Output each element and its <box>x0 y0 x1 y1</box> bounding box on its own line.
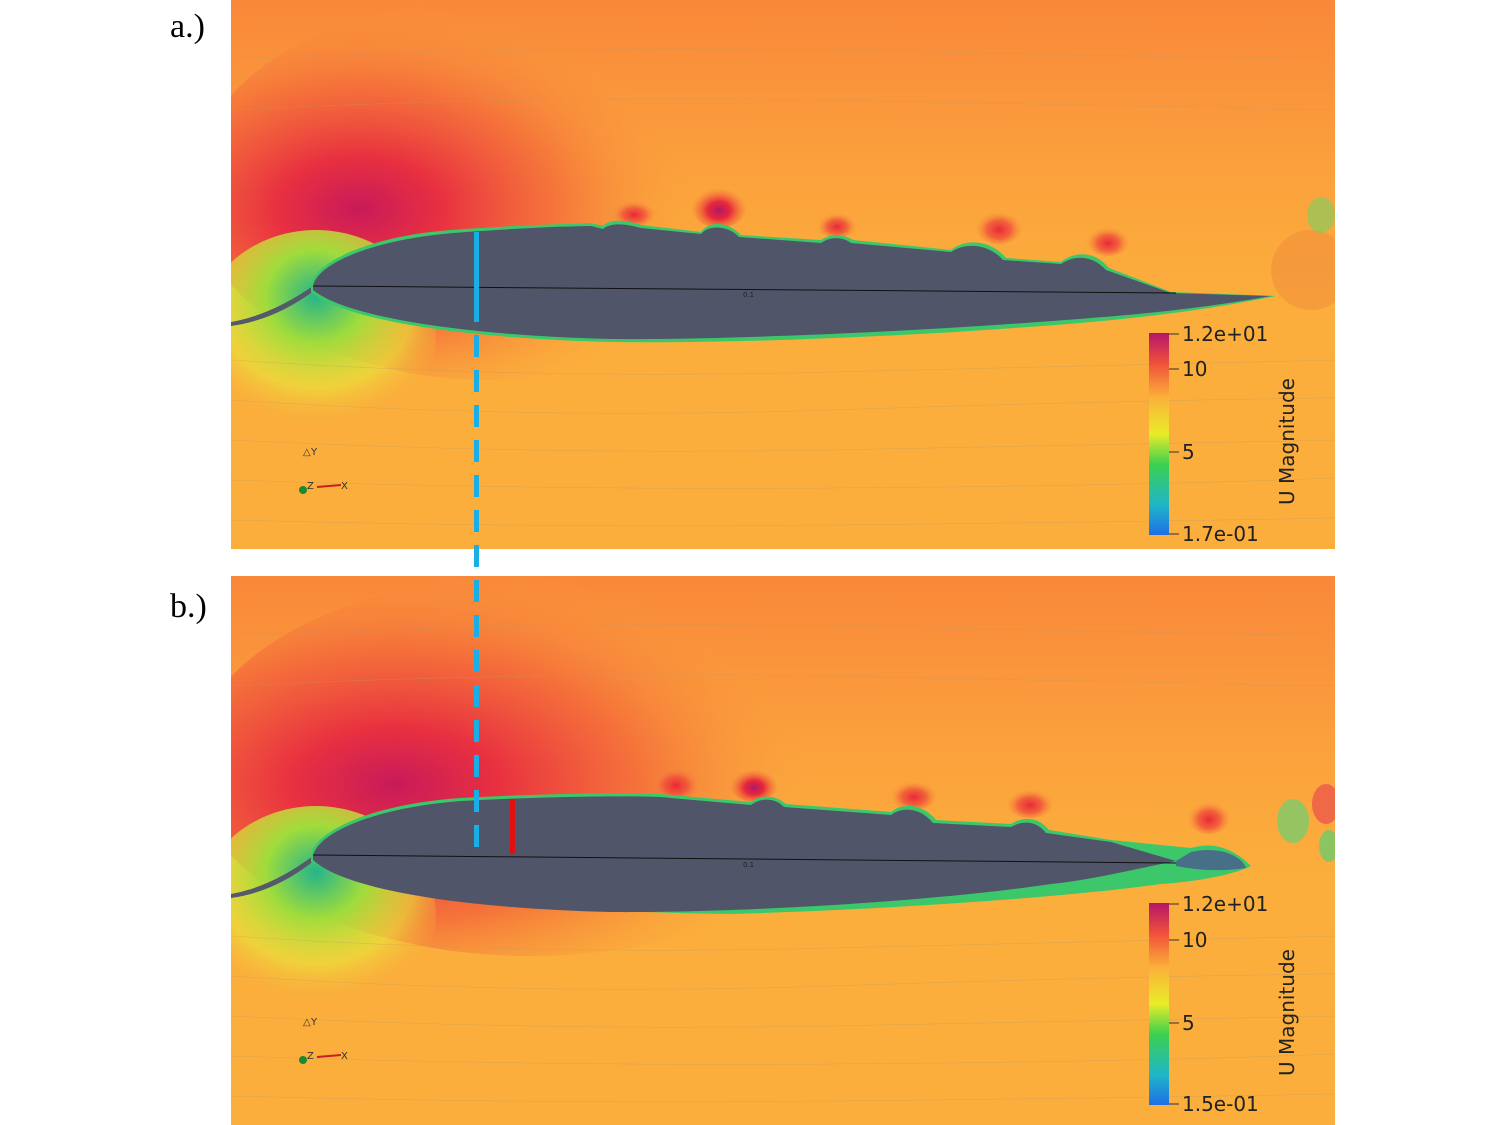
panel-a-airfoil <box>313 224 1271 340</box>
marker-line <box>510 799 515 854</box>
svg-text:Z: Z <box>307 481 314 492</box>
panel-b-label: b.) <box>170 588 207 625</box>
panel-a-axes-indicator: △ Y Z X <box>299 447 348 494</box>
panel-b-chord-label: 0.1 <box>743 861 754 869</box>
panel-b-cb-10: 10 <box>1182 928 1207 952</box>
panel-b-cb-title: U Magnitude <box>1275 949 1299 1076</box>
panel-b-airfoil <box>313 796 1176 913</box>
svg-text:△: △ <box>303 1017 311 1028</box>
svg-text:X: X <box>341 1051 348 1062</box>
svg-text:Y: Y <box>310 447 318 458</box>
panel-b-cb-min: 1.5e-01 <box>1182 1092 1259 1116</box>
panel-b-cb-5: 5 <box>1182 1011 1195 1035</box>
panel-b-plot: 0.1 △ Y Z X 1.2e+01 10 5 1.5e-01 U Magni… <box>231 576 1335 1125</box>
panel-a-cb-min: 1.7e-01 <box>1182 522 1259 546</box>
panel-a-cb-5: 5 <box>1182 440 1195 464</box>
panel-a-field: 0.1 △ Y Z X 1.2e+01 10 5 1.7e-01 U Magni… <box>231 0 1335 549</box>
panel-a-colorbar: 1.2e+01 10 5 1.7e-01 U Magnitude <box>1149 322 1299 546</box>
panel-a-cb-10: 10 <box>1182 357 1207 381</box>
panel-b-field: 0.1 △ Y Z X 1.2e+01 10 5 1.5e-01 U Magni… <box>231 576 1335 1125</box>
svg-text:X: X <box>341 481 348 492</box>
svg-text:Z: Z <box>307 1051 314 1062</box>
panel-a-plot: 0.1 △ Y Z X 1.2e+01 10 5 1.7e-01 U Magni… <box>231 0 1335 549</box>
panel-a-cb-title: U Magnitude <box>1275 378 1299 505</box>
svg-text:Y: Y <box>310 1017 318 1028</box>
panel-b-axes-indicator: △ Y Z X <box>299 1017 348 1064</box>
panel-a-label: a.) <box>170 8 205 45</box>
panel-b-colorbar: 1.2e+01 10 5 1.5e-01 U Magnitude <box>1149 892 1299 1116</box>
svg-text:△: △ <box>303 447 311 458</box>
panel-a-cb-max: 1.2e+01 <box>1182 322 1268 346</box>
panel-b-cb-max: 1.2e+01 <box>1182 892 1268 916</box>
panel-a-chord-label: 0.1 <box>743 291 754 299</box>
